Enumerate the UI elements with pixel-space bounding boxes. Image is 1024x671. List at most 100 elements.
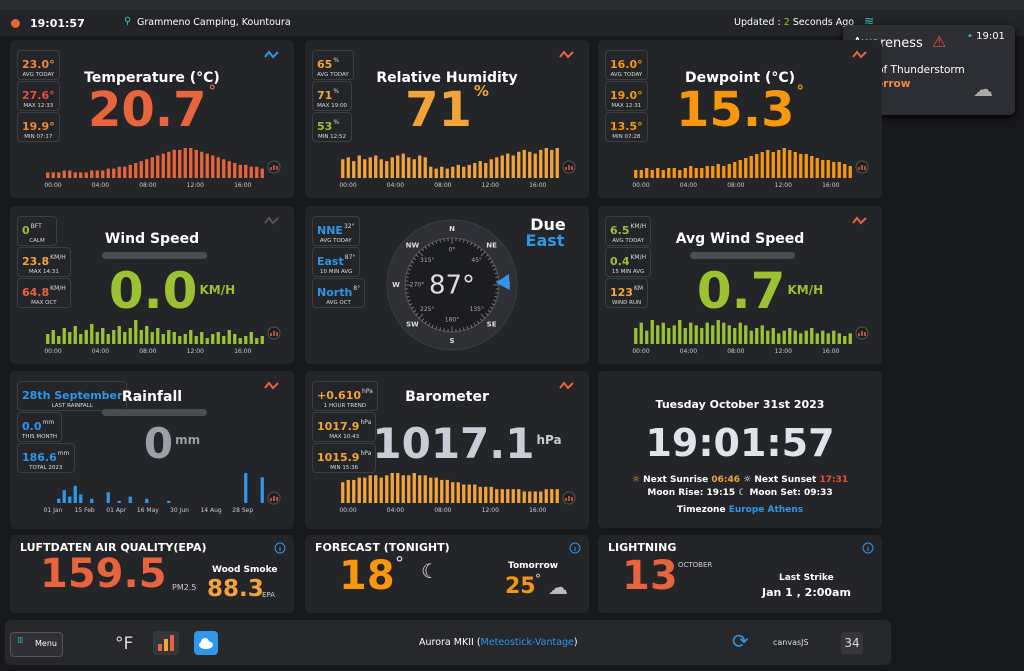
refresh-icon[interactable]: ⟳ (732, 629, 749, 653)
awareness-time-row: • 19:01 (967, 31, 1005, 42)
spark-bar (683, 168, 687, 178)
timezone-label: Timezone (676, 505, 726, 515)
spark-bar (255, 338, 259, 344)
spark-bar (374, 155, 378, 178)
spark-bar (233, 163, 237, 178)
compass-tick (405, 292, 409, 294)
stat-label: CALM (29, 238, 45, 244)
stat-value: 0 (22, 224, 30, 237)
spark-bar (156, 155, 160, 178)
stat-box: 13.5° MIN 07:28 (605, 112, 648, 142)
axis-label: 04:00 (386, 182, 405, 189)
compass-tick (485, 312, 489, 316)
stat-value: 1015.9 (317, 451, 360, 464)
stat-box: East87° 10 MIN AVG (312, 247, 361, 277)
chart-icon[interactable] (153, 631, 179, 655)
value-unit: hPa (536, 433, 562, 447)
card-value: 20.7 ° (42, 82, 262, 138)
tomorrow-label: Tomorrow (508, 561, 559, 571)
moon-icon: ☾ (421, 559, 439, 583)
axis-label: 12:00 (481, 507, 499, 514)
spark-bar (445, 168, 449, 178)
spark-bar (222, 159, 226, 178)
spark-bar (84, 330, 88, 344)
cloud-icon: ☁ (548, 575, 568, 599)
spark-bar (522, 491, 526, 503)
value: 0 (143, 419, 174, 468)
trend-line (559, 381, 574, 390)
info-ring (274, 542, 286, 554)
menu-label: Menu (35, 639, 57, 648)
spark-bar (744, 325, 748, 344)
value: 71 (405, 82, 472, 138)
spark-bar (793, 330, 797, 344)
spark-bar (189, 148, 193, 178)
spark-bar (760, 152, 764, 178)
mini-icon (562, 160, 576, 174)
info-icon (274, 542, 286, 554)
stat-label: 10 MIN AVG (319, 269, 353, 275)
gap: ☾ (735, 488, 750, 498)
spark-bar (95, 170, 99, 178)
spark-bar (46, 172, 50, 178)
mini-icon-bars (270, 331, 278, 336)
calendar-icon[interactable]: 34 (841, 632, 863, 654)
compass-tick (476, 246, 480, 250)
spark-bar (429, 477, 433, 503)
clock-row: 19:01:57 (598, 421, 882, 465)
stat-row: 1015.9hPa (317, 446, 371, 465)
spark-bar (788, 150, 792, 178)
compass-tick (487, 309, 491, 313)
station-link[interactable]: Meteostick-Vantage (480, 637, 574, 648)
timezone: Europe Athens (728, 505, 804, 515)
axis-label: 12:00 (774, 348, 792, 355)
spark-bar (634, 170, 638, 178)
spark-bar (161, 334, 165, 344)
spark-bar (722, 322, 726, 344)
spark-bar (183, 148, 187, 178)
spark-bar (57, 336, 61, 344)
spark-bar (689, 322, 693, 344)
spark-bar (777, 333, 781, 344)
stat-value: 19.9° (22, 120, 55, 133)
compass-tick (485, 254, 489, 258)
stat-row: +0.610hPa (317, 384, 373, 403)
units-toggle[interactable]: °F (115, 634, 134, 654)
stat-value: 6.5 (610, 224, 630, 237)
stat-row: 23.0° (22, 53, 55, 72)
spark-bar (837, 162, 841, 178)
spark-bar (473, 484, 477, 503)
spark-bar (434, 477, 438, 503)
compass-tick (424, 246, 428, 250)
menu-button[interactable]: ⁞⁞⁞ Menu (10, 632, 63, 657)
compass-tick (421, 318, 425, 322)
spark-bar (128, 496, 132, 503)
value: 0.7 (696, 262, 786, 320)
axis-label: 00:00 (632, 182, 650, 189)
spark-bar (661, 322, 665, 344)
spark-bar (357, 477, 361, 503)
brand[interactable]: canvasJS (773, 638, 809, 647)
trend-icon (852, 50, 867, 59)
spark-bar (694, 168, 698, 178)
spark-bar (716, 320, 720, 344)
stat-value: 13.5° (610, 120, 643, 133)
cloud-icon[interactable] (194, 631, 218, 655)
compass: NNEESESSWWNW0°45°135°180°225°270°315°87° (386, 219, 518, 351)
spark-bar (451, 482, 455, 503)
spark-bar (390, 157, 394, 178)
compass-tick (428, 322, 431, 326)
value-unit: ° (796, 82, 804, 100)
spark-bar (57, 498, 61, 503)
card: LIGHTNING 13 OCTOBER Last Strike Jan 1 , 2:0… (598, 535, 882, 613)
stat-unit: mm (42, 418, 55, 426)
spark-bar (368, 157, 372, 178)
card-title: Temperature (°C) (84, 70, 220, 86)
stat-value: 1017.9 (317, 420, 360, 433)
stat-box: 53% MIN 12:52 (312, 112, 352, 142)
stat-row: 65% (317, 53, 349, 72)
spark-bar (667, 328, 671, 344)
compass-tick (495, 292, 499, 294)
axis-label: 08:00 (727, 348, 745, 355)
